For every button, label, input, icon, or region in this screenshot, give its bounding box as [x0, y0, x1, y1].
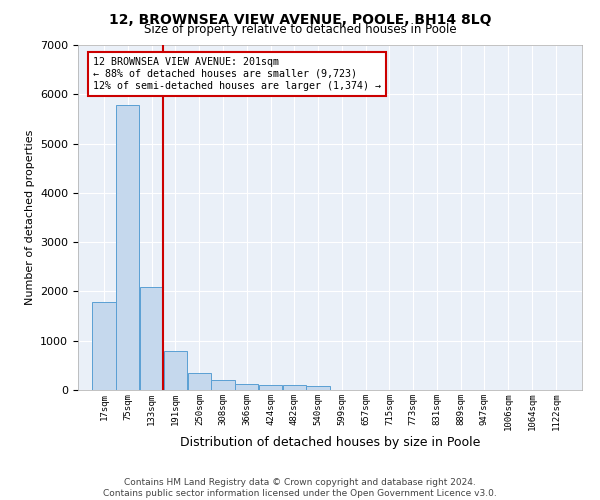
Y-axis label: Number of detached properties: Number of detached properties	[25, 130, 35, 305]
Text: Contains HM Land Registry data © Crown copyright and database right 2024.
Contai: Contains HM Land Registry data © Crown c…	[103, 478, 497, 498]
Bar	[116, 105, 139, 390]
Bar	[164, 350, 187, 390]
X-axis label: Distribution of detached houses by size in Poole: Distribution of detached houses by size …	[180, 436, 480, 449]
Bar	[211, 380, 235, 390]
Text: 12 BROWNSEA VIEW AVENUE: 201sqm
← 88% of detached houses are smaller (9,723)
12%: 12 BROWNSEA VIEW AVENUE: 201sqm ← 88% of…	[93, 58, 381, 90]
Text: 12, BROWNSEA VIEW AVENUE, POOLE, BH14 8LQ: 12, BROWNSEA VIEW AVENUE, POOLE, BH14 8L…	[109, 12, 491, 26]
Bar	[235, 384, 259, 390]
Bar	[140, 288, 163, 390]
Bar	[307, 386, 329, 390]
Text: Size of property relative to detached houses in Poole: Size of property relative to detached ho…	[143, 22, 457, 36]
Bar	[283, 386, 306, 390]
Bar	[188, 373, 211, 390]
Bar	[259, 385, 282, 390]
Bar	[92, 302, 116, 390]
